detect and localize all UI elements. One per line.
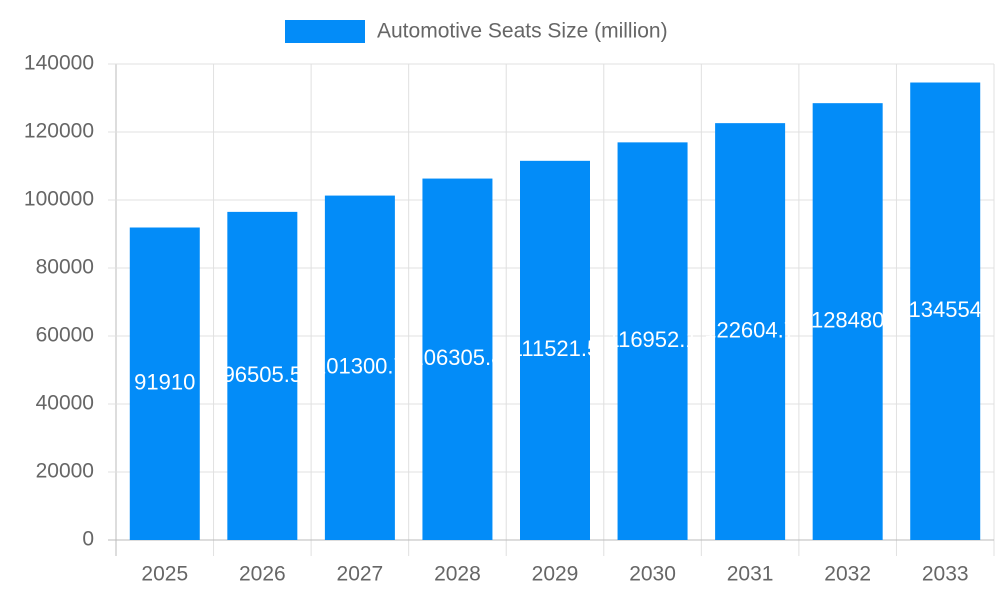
data-label: 101300.7: [314, 354, 406, 379]
y-tick-label: 80000: [36, 256, 94, 279]
data-label: 134554: [909, 297, 982, 322]
y-tick-label: 0: [82, 528, 94, 551]
data-label: 96505.5: [223, 362, 303, 387]
bar: [129, 227, 200, 541]
legend-swatch: [285, 20, 365, 43]
data-label: 122604.7: [704, 317, 796, 342]
y-tick-label: 20000: [36, 460, 94, 483]
bar: [227, 211, 298, 541]
bar: [617, 142, 688, 540]
x-tick-label: 2030: [629, 563, 676, 586]
x-tick-label: 2025: [141, 563, 188, 586]
x-tick-label: 2033: [922, 563, 969, 586]
x-tick-label: 2032: [824, 563, 871, 586]
data-label: 91910: [134, 370, 195, 395]
bar: [324, 195, 395, 540]
x-tick-label: 2029: [532, 563, 579, 586]
bar: [812, 103, 883, 540]
bar: [520, 160, 590, 540]
x-tick-label: 2031: [727, 563, 774, 586]
bar: [422, 178, 493, 540]
data-label: 106305.8: [412, 345, 504, 370]
data-label: 128480: [811, 307, 884, 332]
data-label: 111521.5: [511, 336, 600, 361]
data-label: 116952.1: [607, 327, 697, 352]
x-tick-label: 2026: [239, 563, 286, 586]
y-tick-label: 100000: [24, 188, 94, 211]
bar: [910, 82, 981, 540]
x-tick-label: 2027: [337, 563, 384, 586]
bar: [715, 123, 786, 541]
y-tick-label: 60000: [36, 324, 94, 347]
y-tick-label: 120000: [24, 120, 94, 143]
y-tick-label: 40000: [36, 392, 94, 415]
y-tick-label: 140000: [24, 52, 94, 75]
legend-label: Automotive Seats Size (million): [377, 20, 668, 43]
x-tick-label: 2028: [434, 563, 481, 586]
